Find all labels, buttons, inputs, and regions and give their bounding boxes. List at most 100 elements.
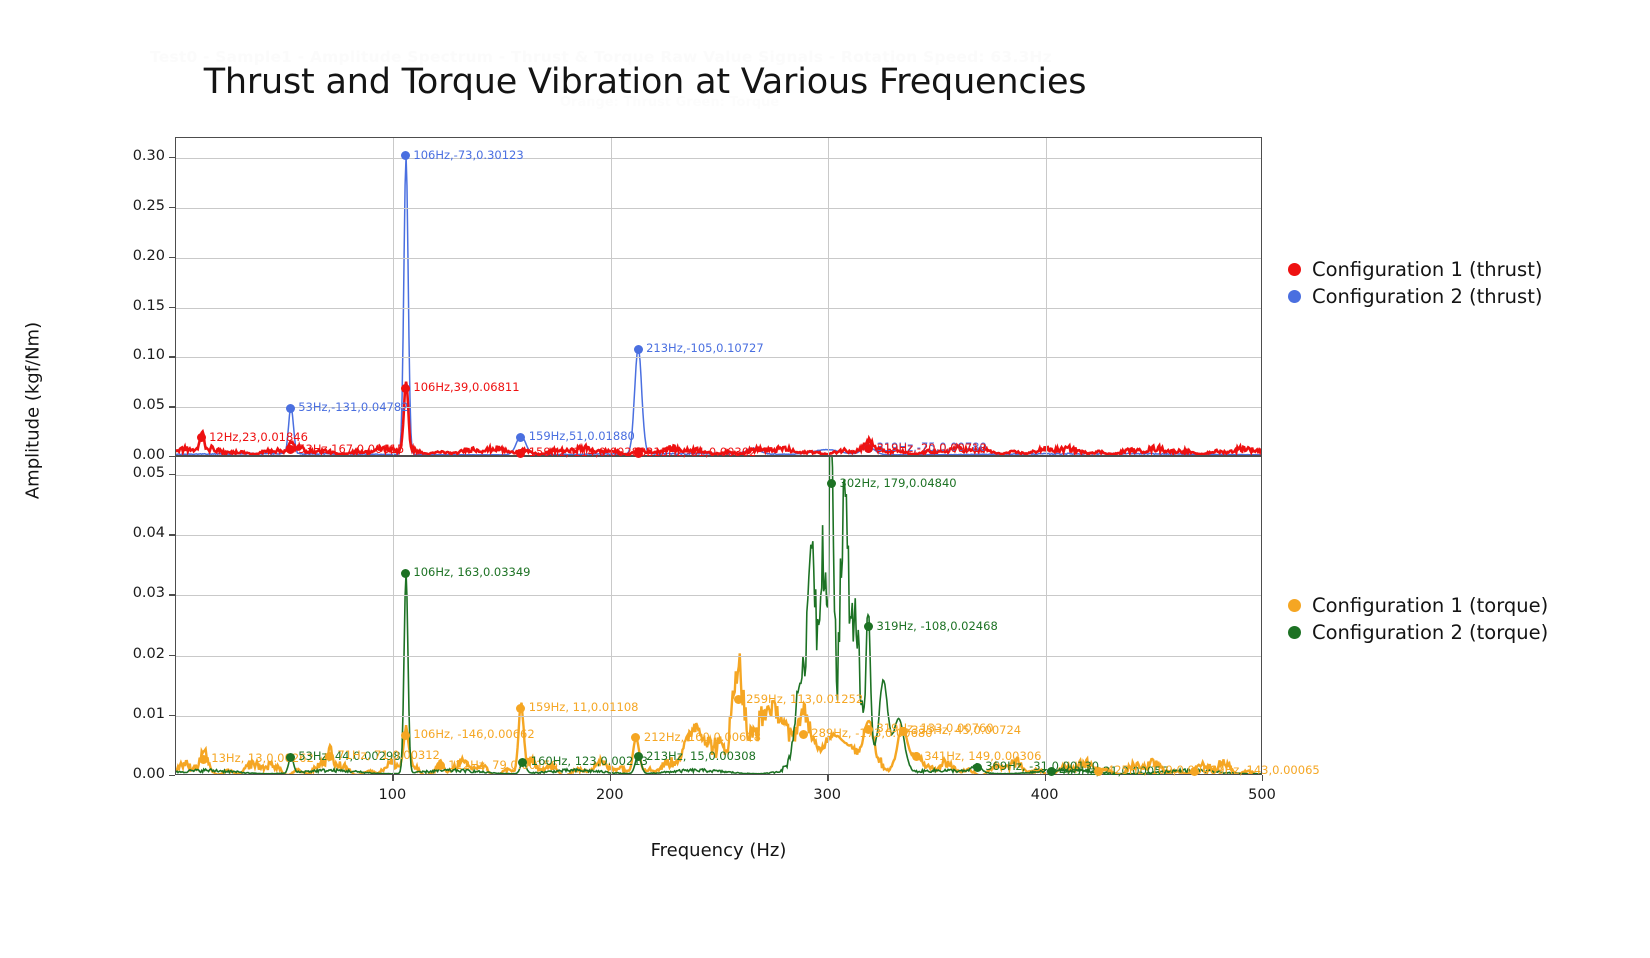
peak-annotation: 159Hz, 11,0.01108 <box>528 700 639 715</box>
peak-marker <box>798 729 808 739</box>
peak-annotation: 213Hz,-105,0.10727 <box>646 341 764 356</box>
peak-annotation: 12Hz,23,0.01846 <box>209 429 308 444</box>
gridline-horizontal <box>176 595 1261 597</box>
peak-marker <box>864 724 873 734</box>
peak-marker <box>1094 766 1104 776</box>
peak-annotation: 53Hz, 44,0.00298 <box>298 749 401 764</box>
peak-annotation: 212Hz, 160,0.00618 <box>643 729 761 744</box>
gridline-horizontal <box>176 655 1261 657</box>
y-tick-label: 0.15 <box>132 297 165 314</box>
legend-color-swatch-icon <box>1288 263 1301 276</box>
y-tick-label: 0.20 <box>132 247 165 264</box>
gridline-horizontal <box>176 475 1261 477</box>
gridline-horizontal <box>176 157 1261 159</box>
peak-annotation: 106Hz, 163,0.03349 <box>413 565 531 580</box>
legend-torque: Configuration 1 (torque) Configuration 2 … <box>1288 592 1548 646</box>
y-tick-mark <box>169 714 175 717</box>
peak-annotation: 319Hz, -108,0.02468 <box>876 618 998 633</box>
peak-marker <box>633 448 643 458</box>
peak-annotation: 403Hz, 21,0.00057 <box>1059 763 1169 778</box>
peak-marker <box>733 695 743 705</box>
gridline-vertical <box>828 457 830 774</box>
peak-marker <box>198 754 208 764</box>
watermark-line-1: Test0 - Sample1 - Amplitude Spectrum - T… <box>150 48 1052 66</box>
legend-thrust: Configuration 1 (thrust) Configuration 2 … <box>1288 256 1542 310</box>
x-tick-label: 400 <box>1030 787 1059 803</box>
y-tick-label: 0.25 <box>132 197 165 214</box>
peak-annotation: 259Hz, 113,0.01252 <box>746 691 864 706</box>
peak-annotation: 106Hz,39,0.06811 <box>413 380 520 395</box>
gridline-vertical <box>393 457 395 774</box>
y-tick-label: 0.04 <box>132 525 165 542</box>
legend-item-label: Configuration 2 (thrust) <box>1312 285 1543 308</box>
legend-item-label: Configuration 2 (torque) <box>1312 621 1549 644</box>
peak-marker <box>516 703 526 713</box>
x-tick-label: 500 <box>1248 787 1276 803</box>
gridline-vertical <box>610 457 612 774</box>
spectrum-trace <box>176 457 1261 774</box>
legend-color-swatch-icon <box>1288 290 1301 303</box>
x-tick-mark <box>1262 775 1264 781</box>
gridline-horizontal <box>176 307 1261 309</box>
peak-marker <box>196 433 206 443</box>
x-tick-mark <box>392 775 394 781</box>
peak-marker <box>633 752 643 761</box>
peak-annotation: 106Hz,-73,0.30123 <box>413 147 524 162</box>
y-tick-mark <box>169 654 175 656</box>
peak-annotation: 106Hz, -146,0.00662 <box>413 727 535 742</box>
y-tick-label: 0.05 <box>132 397 165 414</box>
y-tick-label: 0.00 <box>132 766 165 782</box>
peak-marker <box>864 444 873 454</box>
peak-marker <box>1046 767 1056 777</box>
peak-annotation: 71Hz, 71,0.00312 <box>337 748 440 763</box>
y-tick-label: 0.10 <box>132 347 165 364</box>
legend-item[interactable]: Configuration 1 (torque) <box>1288 592 1548 619</box>
peak-marker <box>911 752 921 762</box>
x-tick-label: 100 <box>378 787 407 803</box>
gridline-vertical <box>1045 457 1047 774</box>
y-tick-label: 0.05 <box>132 465 165 482</box>
torque-spectrum <box>176 457 1261 774</box>
peak-annotation: 122Hz, 79,0.00156 <box>448 757 558 772</box>
legend-color-swatch-icon <box>1288 599 1301 612</box>
peak-annotation: 319Hz, 133,0.00760 <box>876 721 994 736</box>
peak-annotation: 341Hz, 149,0.00306 <box>924 748 1042 763</box>
peak-marker <box>864 622 873 631</box>
legend-item[interactable]: Configuration 1 (thrust) <box>1288 256 1542 283</box>
y-axis-label: Amplitude (kgf/Nm) <box>22 321 44 500</box>
y-tick-mark <box>169 406 175 408</box>
y-tick-label: 0.01 <box>132 705 165 722</box>
peak-annotation: 213Hz,-81,0.00302 <box>646 445 757 459</box>
y-tick-mark <box>169 594 175 596</box>
gridline-vertical <box>828 138 830 455</box>
peak-marker <box>285 752 295 762</box>
peak-marker <box>285 445 295 455</box>
torque-subplot <box>175 456 1262 775</box>
peak-annotation: 13Hz, 13,0.00262 <box>211 751 314 766</box>
peak-marker <box>324 751 334 761</box>
legend-item[interactable]: Configuration 2 (thrust) <box>1288 283 1542 310</box>
peak-marker <box>518 757 528 767</box>
x-tick-mark <box>827 775 829 781</box>
peak-marker <box>827 479 836 489</box>
y-tick-mark <box>169 156 175 159</box>
peak-marker <box>631 733 641 743</box>
gridline-horizontal <box>176 715 1261 717</box>
gridline-horizontal <box>176 535 1261 537</box>
y-tick-label: 0.30 <box>132 147 165 164</box>
gridline-vertical <box>1045 138 1047 455</box>
peak-marker <box>400 383 410 393</box>
chart-title: Thrust and Torque Vibration at Various F… <box>203 62 1087 102</box>
y-tick-mark <box>169 206 175 209</box>
legend-item[interactable]: Configuration 2 (torque) <box>1288 619 1548 646</box>
peak-marker <box>400 151 410 161</box>
peak-annotation: 160Hz, 123,0.00213 <box>530 754 648 769</box>
peak-marker <box>400 730 410 740</box>
legend-color-swatch-icon <box>1288 626 1301 639</box>
peak-marker <box>516 448 526 458</box>
peak-annotation: 53Hz,167,0.00615 <box>298 441 405 456</box>
peak-marker <box>1190 766 1200 776</box>
peak-annotation: 159Hz,51,0.01880 <box>528 429 635 444</box>
thrust-spectrum <box>176 155 1261 455</box>
peak-marker <box>898 726 908 736</box>
